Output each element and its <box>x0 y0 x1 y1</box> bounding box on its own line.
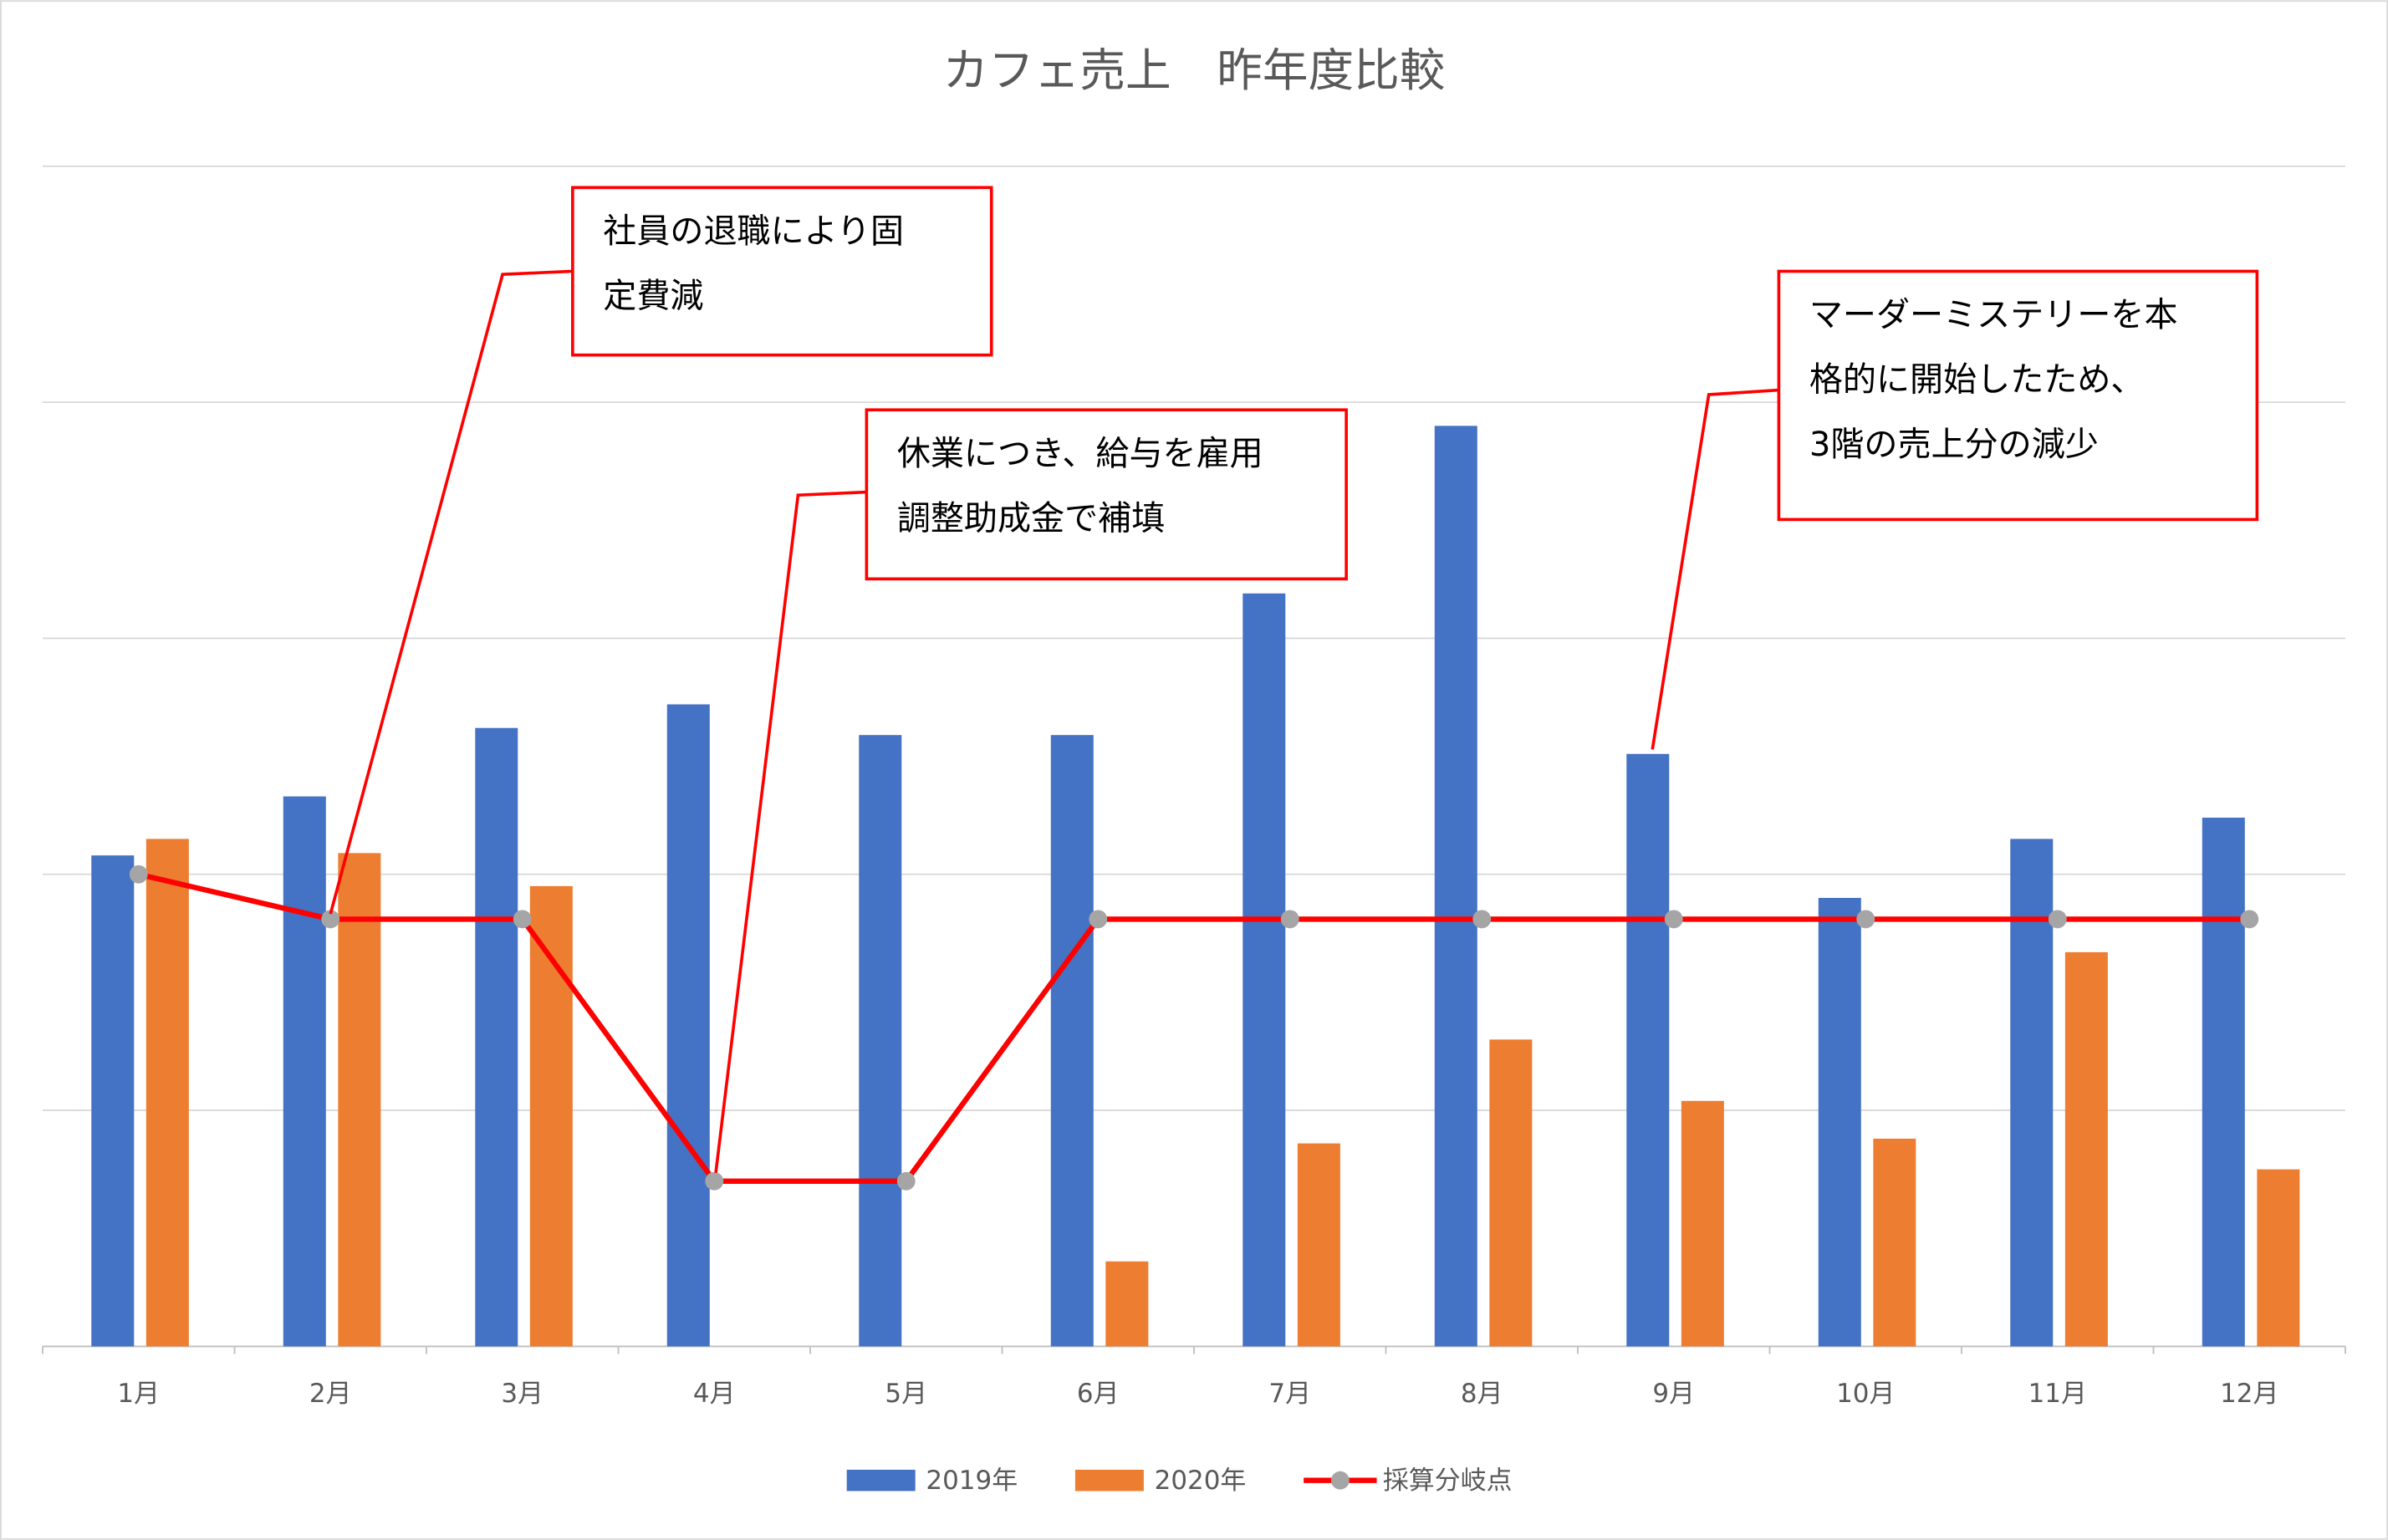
legend-marker <box>1330 1471 1350 1490</box>
bar <box>1434 426 1477 1347</box>
callout-box <box>571 186 993 357</box>
bar <box>283 796 326 1347</box>
legend-label: 2020年 <box>1155 1466 1247 1496</box>
line-marker <box>1280 910 1299 929</box>
callout-text: 定費減 <box>603 277 703 315</box>
callout-leader <box>714 490 867 1173</box>
x-tick-label: 6月 <box>1077 1379 1120 1409</box>
line-marker <box>1664 910 1683 929</box>
bar <box>1489 1039 1533 1347</box>
line-marker <box>705 1171 724 1191</box>
bar <box>1873 1138 1916 1347</box>
legend-swatch <box>846 1469 916 1492</box>
line-marker <box>896 1171 916 1191</box>
bar <box>91 855 135 1347</box>
x-tick-label: 3月 <box>501 1379 543 1409</box>
bar <box>1297 1143 1340 1347</box>
x-tick-label: 8月 <box>1461 1379 1503 1409</box>
bar <box>145 839 189 1347</box>
bar <box>1818 898 1861 1347</box>
line-marker <box>1472 910 1492 929</box>
bar <box>2064 951 2108 1347</box>
x-tick-label: 1月 <box>117 1379 160 1409</box>
bar <box>1242 593 1286 1347</box>
x-tick-label: 7月 <box>1268 1379 1311 1409</box>
line-marker <box>129 864 148 884</box>
line <box>138 871 2250 1184</box>
bar <box>1050 735 1094 1347</box>
line-marker <box>1856 910 1875 929</box>
bar <box>1105 1261 1149 1347</box>
chart-title: カフェ売上 昨年度比較 <box>943 43 1446 97</box>
bar <box>475 727 518 1347</box>
bar <box>338 853 381 1347</box>
bar <box>2257 1169 2300 1347</box>
callout-leader <box>329 269 573 915</box>
bar <box>1681 1100 1724 1347</box>
x-tick-label: 2月 <box>309 1379 352 1409</box>
legend-label: 2019年 <box>926 1466 1018 1496</box>
bar <box>2202 818 2245 1347</box>
callout-text: 格的に開始したため、 <box>1809 361 2145 400</box>
callout-text: 休業につき、給与を雇用 <box>897 435 1263 473</box>
callout-box <box>1777 269 2259 522</box>
bar <box>1626 753 1670 1347</box>
callout-text: 調整助成金で補填 <box>897 499 1166 538</box>
bar <box>666 704 710 1347</box>
line-marker <box>2048 910 2067 929</box>
bar <box>2010 839 2054 1347</box>
line-marker <box>2240 910 2259 929</box>
line-marker <box>513 910 532 929</box>
legend-label: 採算分岐点 <box>1383 1466 1513 1496</box>
x-tick-label: 10月 <box>1836 1379 1895 1409</box>
x-tick-label: 12月 <box>2220 1379 2278 1409</box>
bar <box>859 735 902 1347</box>
x-tick-label: 9月 <box>1652 1379 1695 1409</box>
callout-text: 3階の売上分の減少 <box>1809 426 2099 464</box>
x-tick-label: 11月 <box>2028 1379 2087 1409</box>
x-tick-label: 5月 <box>885 1379 927 1409</box>
line-marker <box>321 910 340 929</box>
legend-swatch <box>1074 1469 1144 1492</box>
callout-text: 社員の退職により固 <box>603 212 904 251</box>
line-marker <box>1089 910 1108 929</box>
callout-box <box>865 408 1348 581</box>
callout-text: マーダーミステリーを本 <box>1809 296 2178 334</box>
x-tick-label: 4月 <box>693 1379 736 1409</box>
callout-leader <box>1651 388 1779 750</box>
